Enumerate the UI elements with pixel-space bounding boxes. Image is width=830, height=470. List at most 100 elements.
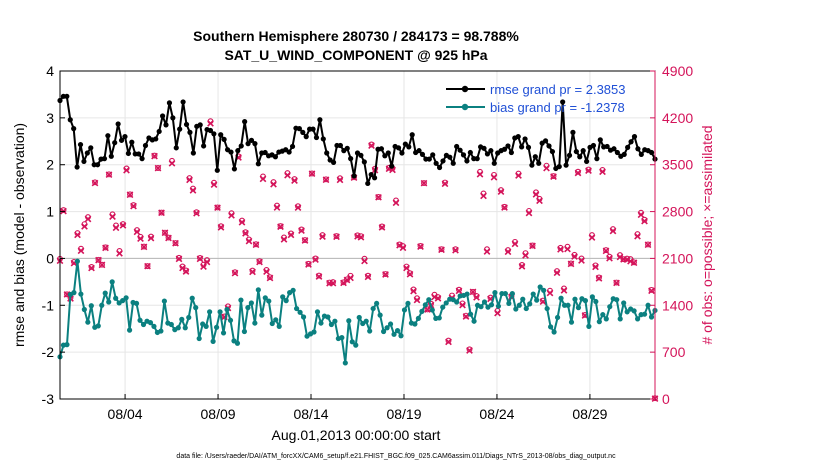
bias-point (262, 295, 268, 301)
obs-possible-point (421, 180, 427, 187)
rmse-point (245, 141, 251, 147)
rmse-point (614, 149, 620, 156)
bias-point (280, 294, 286, 300)
bias-point (88, 303, 94, 309)
left-tick-label: 2 (46, 157, 54, 173)
obs-assimilated-point (123, 166, 130, 174)
rmse-point (563, 162, 569, 168)
rmse-point (252, 141, 258, 147)
obs-possible-point (648, 286, 655, 293)
rmse-point (170, 115, 176, 121)
obs-assimilated-point (599, 168, 606, 176)
rmse-point (303, 134, 309, 140)
legend-rmse-label: rmse grand pr = 2.3853 (490, 82, 626, 97)
rmse-point (501, 146, 508, 152)
bias-point (600, 312, 606, 318)
obs-possible-point (333, 233, 340, 240)
rmse-point (344, 145, 350, 151)
obs-assimilated-point (392, 199, 400, 207)
obs-assimilated-point (606, 254, 613, 262)
obs-assimilated-point (280, 236, 288, 243)
bias-point (621, 300, 627, 306)
rmse-point (320, 136, 326, 142)
right-tick-label: 4200 (662, 110, 693, 126)
obs-assimilated-point (410, 287, 417, 295)
obs-assimilated-point (98, 261, 106, 269)
bias-point (523, 305, 529, 312)
obs-possible-point (102, 244, 109, 251)
rmse-point (248, 137, 255, 143)
rmse-point (648, 149, 655, 156)
rmse-point (365, 180, 371, 187)
rmse-point (324, 150, 330, 156)
rmse-point (464, 158, 470, 164)
bias-point (374, 300, 380, 307)
obs-possible-point (368, 141, 375, 148)
obs-possible-point (242, 229, 249, 236)
obs-assimilated-point (74, 231, 81, 239)
x-axis: 08/04 08/09 08/14 08/19 08/24 08/29 (108, 394, 608, 422)
obs-assimilated-point (203, 258, 211, 266)
bias-point (603, 316, 609, 322)
obs-assimilated-point (144, 262, 151, 270)
obs-possible-point (197, 255, 203, 261)
rmse-point (238, 143, 244, 149)
rmse-point (556, 163, 562, 170)
left-tick-label: -3 (42, 391, 55, 407)
rmse-point (105, 133, 111, 139)
bias-point (593, 298, 599, 305)
obs-assimilated-point (627, 257, 634, 265)
obs-possible-point (312, 255, 319, 262)
right-tick-label: 0 (662, 391, 670, 407)
bias-point (137, 317, 143, 323)
rmse-point (330, 159, 337, 165)
rmse-point (118, 137, 125, 143)
rmse-point (207, 127, 214, 134)
obs-possible-point (232, 269, 238, 276)
rmse-point (436, 164, 443, 171)
obs-assimilated-point (312, 256, 319, 263)
obs-possible-point (141, 243, 147, 250)
obs-assimilated-point (137, 235, 144, 242)
obs-assimilated-point (347, 274, 354, 282)
obs-possible-point (323, 176, 329, 183)
rmse-point (590, 142, 597, 149)
obs-assimilated-point (420, 179, 428, 187)
obs-assimilated-point (441, 180, 449, 188)
rmse-point (621, 151, 627, 158)
rmse-point (430, 152, 436, 158)
obs-assimilated-point (466, 347, 473, 354)
bias-point (151, 323, 157, 329)
obs-assimilated-point (116, 249, 123, 257)
obs-assimilated-point (403, 264, 410, 272)
obs-assimilated-point (126, 191, 134, 199)
obs-assimilated-point (301, 237, 309, 244)
bias-point (346, 318, 352, 324)
bias-point (64, 342, 70, 348)
obs-assimilated-point (588, 234, 596, 241)
obs-assimilated-point (112, 224, 120, 232)
obs-possible-point (60, 207, 67, 214)
left-tick-label: 0 (46, 250, 54, 266)
bias-point (311, 329, 317, 335)
left-tick-label: -1 (42, 297, 55, 313)
bias-point (318, 320, 324, 326)
obs-possible-point (365, 272, 371, 279)
bias-point (481, 299, 488, 305)
x-tick-label: 08/29 (572, 406, 607, 422)
rmse-point (399, 150, 405, 156)
bias-point (273, 317, 279, 323)
rmse-point (532, 154, 538, 160)
bias-point (436, 315, 442, 321)
bias-point (464, 291, 470, 297)
obs-assimilated-point (84, 215, 92, 223)
obs-assimilated-point (532, 191, 540, 198)
obs-assimilated-point (375, 193, 382, 201)
rmse-point (549, 148, 556, 155)
obs-possible-point (162, 229, 168, 236)
rmse-point (286, 149, 292, 155)
obs-possible-point (438, 246, 445, 253)
bias-point (394, 327, 401, 334)
x-tick-label: 08/04 (108, 406, 143, 422)
bias-point (440, 304, 446, 310)
